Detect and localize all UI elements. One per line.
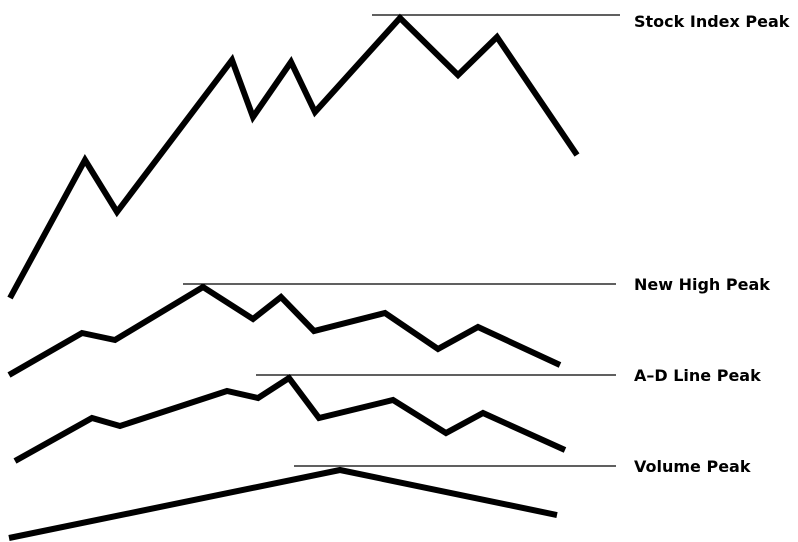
ad-line-peak-label: A–D Line Peak [634, 366, 761, 385]
stock-index-line [7, 13, 580, 300]
new-high-line [7, 283, 562, 378]
volume-peak-label: Volume Peak [634, 457, 751, 476]
stock-index-peak-label: Stock Index Peak [634, 12, 790, 31]
volume-line [8, 466, 558, 541]
ad-line [13, 373, 567, 464]
new-high-peak-label: New High Peak [634, 275, 770, 294]
